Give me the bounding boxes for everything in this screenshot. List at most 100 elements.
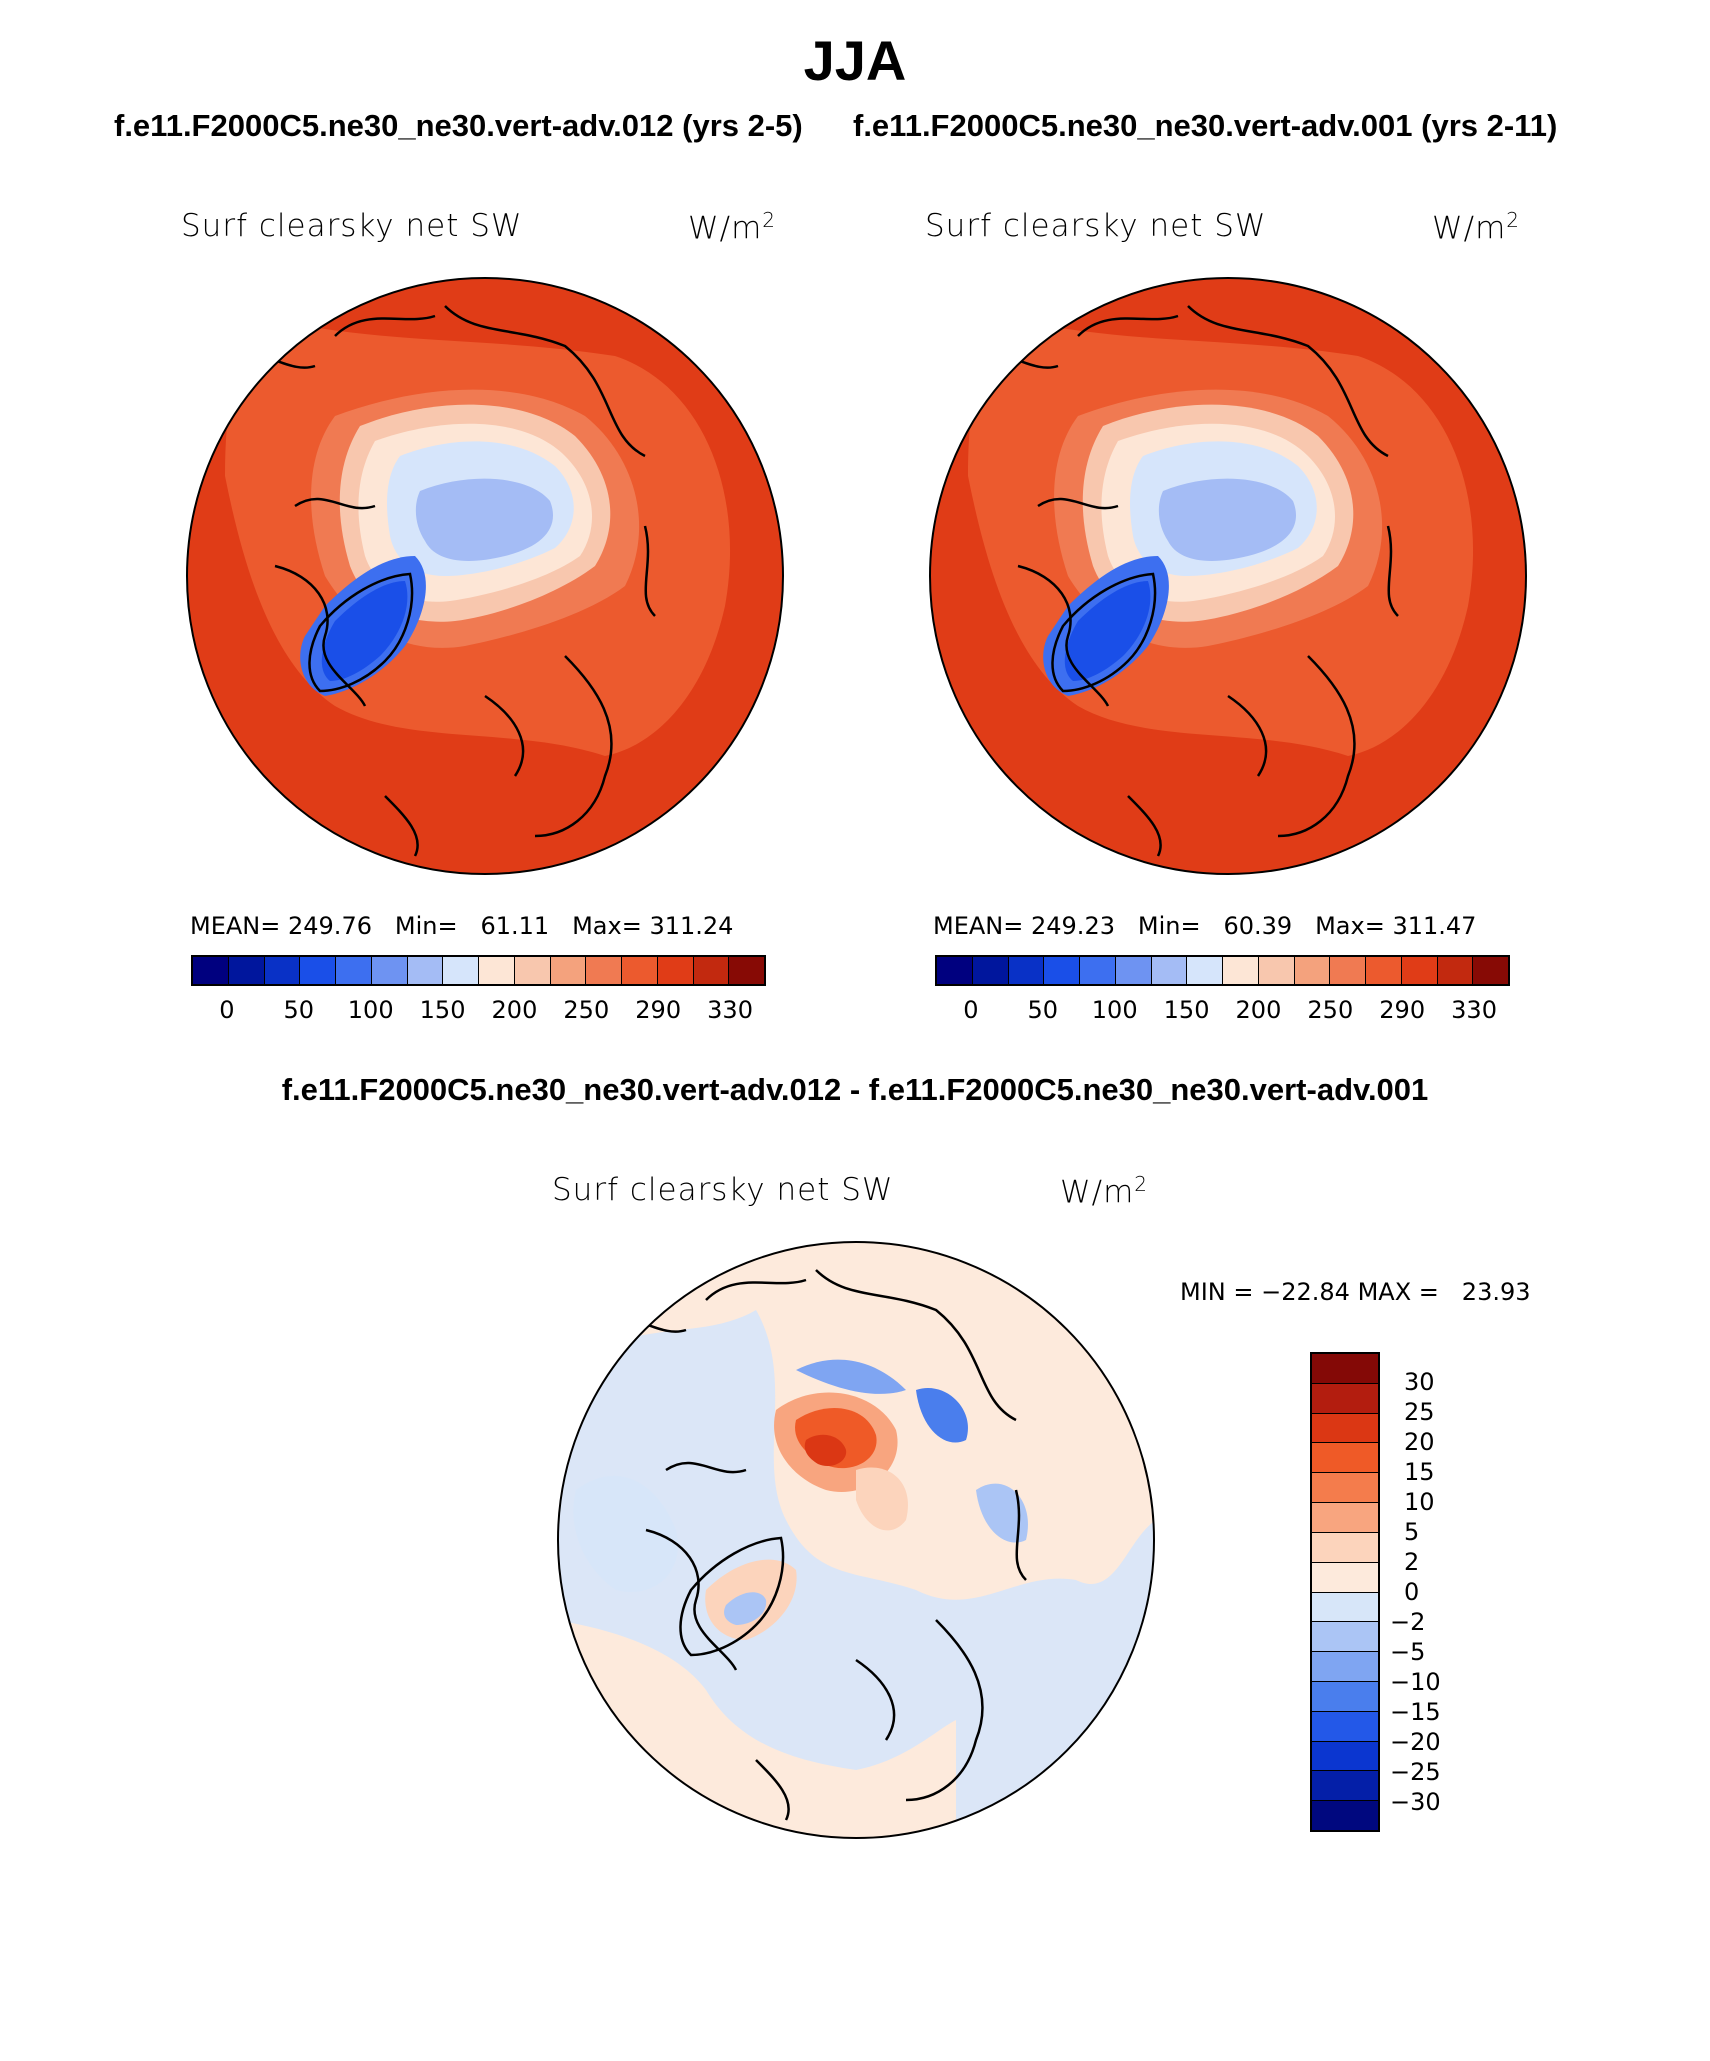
colorbar-tick-label: 330 — [707, 996, 753, 1024]
colorbar-swatch — [514, 957, 551, 984]
greenland-min — [321, 581, 408, 681]
colorbar-swatch — [1312, 1741, 1378, 1772]
figure-title: JJA — [803, 29, 907, 92]
map-border — [557, 1241, 1155, 1839]
colorbar-tick-label: 25 — [1404, 1398, 1435, 1426]
colorbar-tick-label: 150 — [1163, 996, 1210, 1024]
panel-1-case-title: f.e11.F2000C5.ne30_ne30.vert-adv.012 (yr… — [114, 108, 803, 143]
difference-header: f.e11.F2000C5.ne30_ne30.vert-adv.012 - f… — [281, 1072, 1429, 1107]
colorbar-swatch — [1312, 1711, 1378, 1742]
diff-polar-map — [557, 1241, 1155, 1839]
colorbar-swatch — [1223, 957, 1259, 984]
colorbar-swatch — [693, 957, 730, 984]
colorbar-swatch — [1044, 957, 1080, 984]
colorbar-tick-label: 100 — [347, 996, 394, 1024]
colorbar-tick-label: 290 — [635, 996, 682, 1024]
colorbar-swatch — [443, 957, 479, 984]
map-border — [186, 277, 784, 875]
colorbar-swatch — [1312, 1622, 1378, 1653]
greenland-min — [1064, 581, 1151, 681]
colorbar-tick-label: 0 — [219, 996, 235, 1024]
greenland-coast — [679, 1536, 785, 1657]
diff-region-neg-north — [796, 1359, 906, 1394]
colorbar-tick-label: 50 — [1027, 996, 1059, 1024]
colorbar-tick-label: −15 — [1390, 1698, 1441, 1726]
colorbar-swatch — [1115, 957, 1152, 984]
diff-region-neg-west — [573, 1475, 678, 1592]
colorbar-swatch — [1366, 957, 1402, 984]
panel-2-colorbar-ticks: 0 50 100 150 200 250 290 330 — [935, 996, 1510, 1026]
colorbar-swatch — [1080, 957, 1116, 984]
colorbar-swatch — [622, 957, 658, 984]
colorbar-swatch — [371, 957, 408, 984]
colorbar-swatch — [264, 957, 301, 984]
colorbar-swatch — [1187, 957, 1223, 984]
panel-1-polar-map — [186, 277, 784, 875]
colorbar-tick-label: 330 — [1451, 996, 1497, 1024]
colorbar-swatch — [1312, 1503, 1378, 1533]
colorbar-swatch — [550, 957, 587, 984]
diff-region-neg-east — [976, 1483, 1028, 1543]
colorbar-swatch — [1312, 1801, 1378, 1830]
diff-region-pos-2 — [856, 1467, 908, 1531]
colorbar-tick-label: 15 — [1404, 1458, 1435, 1486]
colorbar-tick-label: 20 — [1404, 1428, 1435, 1456]
colorbar-tick-label: 250 — [563, 996, 610, 1024]
colorbar-swatch — [586, 957, 622, 984]
colorbar-swatch — [1437, 957, 1474, 984]
colorbar-tick-label: −20 — [1390, 1728, 1441, 1756]
panel-2-stats: MEAN= 249.23 Min= 60.39 Max= 311.47 — [933, 912, 1477, 940]
colorbar-swatch — [1312, 1592, 1378, 1623]
colorbar-tick-label: 290 — [1379, 996, 1426, 1024]
colorbar-tick-label: 100 — [1091, 996, 1138, 1024]
panel-1-colorbar — [191, 955, 766, 986]
diff-units-label: W/m2 — [1060, 1172, 1149, 1211]
colorbar-tick-label: 10 — [1404, 1488, 1435, 1516]
colorbar-tick-label: −5 — [1390, 1638, 1426, 1666]
panel-1-colorbar-ticks: 0 50 100 150 200 250 290 330 — [191, 996, 766, 1026]
colorbar-swatch — [336, 957, 372, 984]
colorbar-swatch — [1008, 957, 1045, 984]
colorbar-swatch — [1312, 1771, 1378, 1802]
panel-1-variable-label: Surf clearsky net SW — [181, 208, 523, 244]
panel-2-units-label: W/m2 — [1432, 208, 1521, 247]
colorbar-swatch — [729, 957, 764, 984]
panel-2-case-title: f.e11.F2000C5.ne30_ne30.vert-adv.001 (yr… — [853, 108, 1558, 143]
diff-min-max: MIN = −22.84 MAX = 23.93 — [1180, 1278, 1531, 1306]
colorbar-tick-label: 150 — [419, 996, 466, 1024]
diff-variable-label: Surf clearsky net SW — [552, 1172, 894, 1208]
colorbar-swatch — [1312, 1532, 1378, 1563]
colorbar-swatch — [1473, 957, 1508, 984]
colorbar-tick-label: 0 — [963, 996, 979, 1024]
diff-colorbar-ticks: 30 25 20 15 10 5 2 0 −2 −5 −10 −15 −20 −25 −30 — [1390, 1352, 1470, 1832]
colorbar-swatch — [228, 957, 265, 984]
colorbar-swatch — [300, 957, 336, 984]
colorbar-tick-label: 2 — [1404, 1548, 1420, 1576]
colorbar-swatch — [1258, 957, 1295, 984]
colorbar-tick-label: 30 — [1404, 1368, 1435, 1396]
panel-2-polar-map — [929, 277, 1527, 875]
colorbar-tick-label: −25 — [1390, 1758, 1441, 1786]
panel-2-colorbar — [935, 955, 1510, 986]
colorbar-swatch — [1312, 1681, 1378, 1712]
colorbar-swatch — [1312, 1652, 1378, 1682]
colorbar-swatch — [972, 957, 1009, 984]
panel-2-variable-label: Surf clearsky net SW — [925, 208, 1267, 244]
colorbar-tick-label: −30 — [1390, 1788, 1441, 1816]
colorbar-swatch — [657, 957, 694, 984]
colorbar-swatch — [1401, 957, 1438, 984]
colorbar-tick-label: 200 — [491, 996, 538, 1024]
colorbar-swatch — [1294, 957, 1331, 984]
colorbar-tick-label: 200 — [1235, 996, 1282, 1024]
diff-colorbar — [1310, 1352, 1380, 1832]
panel-1-stats: MEAN= 249.76 Min= 61.11 Max= 311.24 — [190, 912, 734, 940]
colorbar-swatch — [1312, 1443, 1378, 1474]
colorbar-swatch — [479, 957, 515, 984]
colorbar-swatch — [1312, 1413, 1378, 1444]
map-region-50 — [415, 478, 553, 561]
colorbar-swatch — [937, 957, 973, 984]
colorbar-swatch — [1312, 1562, 1378, 1593]
greenland-coast — [308, 572, 414, 693]
greenland-neg-patch — [724, 1592, 767, 1625]
map-region-50 — [1158, 478, 1296, 561]
